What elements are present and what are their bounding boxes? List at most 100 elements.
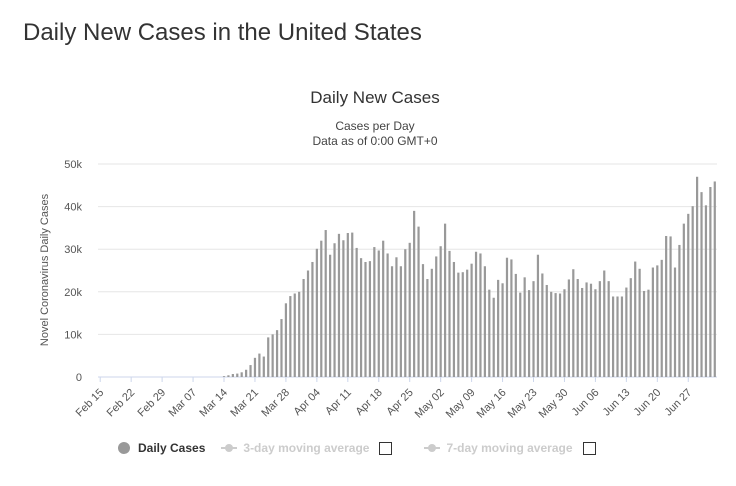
bar[interactable]	[651, 267, 654, 377]
bar[interactable]	[541, 273, 544, 377]
bar[interactable]	[492, 297, 495, 377]
bar[interactable]	[443, 223, 447, 377]
bar[interactable]	[527, 290, 531, 377]
bar[interactable]	[581, 287, 584, 377]
bar[interactable]	[421, 264, 425, 377]
bar[interactable]	[298, 291, 301, 377]
bar[interactable]	[408, 242, 411, 377]
legend-item-3-day-average[interactable]: 3-day moving average	[221, 441, 408, 455]
bar[interactable]	[430, 268, 433, 377]
bar[interactable]	[231, 374, 234, 377]
bar[interactable]	[461, 272, 464, 377]
bar[interactable]	[364, 261, 367, 377]
bar[interactable]	[497, 279, 500, 377]
bar[interactable]	[399, 266, 402, 377]
bar[interactable]	[713, 181, 716, 377]
bar[interactable]	[488, 289, 491, 377]
bar[interactable]	[466, 269, 469, 377]
bar[interactable]	[514, 273, 517, 377]
bar[interactable]	[704, 205, 708, 377]
bar[interactable]	[709, 187, 712, 377]
bar[interactable]	[625, 287, 628, 377]
bar[interactable]	[267, 337, 270, 377]
bar[interactable]	[311, 261, 314, 377]
bar[interactable]	[687, 213, 690, 377]
bar[interactable]	[572, 269, 575, 377]
bar[interactable]	[479, 253, 482, 377]
bar[interactable]	[315, 248, 318, 377]
bar[interactable]	[532, 281, 535, 377]
bar[interactable]	[337, 233, 341, 377]
bar[interactable]	[435, 256, 438, 377]
bar[interactable]	[470, 263, 473, 377]
bar[interactable]	[368, 261, 372, 377]
bar[interactable]	[629, 278, 632, 377]
bar[interactable]	[545, 284, 548, 377]
bar[interactable]	[382, 240, 385, 377]
bar[interactable]	[603, 270, 606, 378]
bar[interactable]	[342, 240, 345, 377]
bar[interactable]	[346, 233, 349, 377]
bar[interactable]	[271, 334, 274, 377]
bar[interactable]	[576, 279, 579, 377]
bar[interactable]	[550, 291, 553, 377]
bar[interactable]	[536, 254, 540, 377]
bar[interactable]	[284, 303, 288, 377]
bar[interactable]	[245, 369, 248, 377]
bar[interactable]	[258, 353, 261, 377]
bar[interactable]	[417, 226, 420, 377]
bar[interactable]	[355, 247, 358, 377]
legend-item-daily-cases[interactable]: Daily Cases	[118, 441, 205, 455]
bar[interactable]	[236, 373, 239, 377]
bar[interactable]	[696, 176, 699, 377]
bar[interactable]	[386, 253, 389, 377]
bar[interactable]	[333, 243, 336, 377]
bar[interactable]	[691, 206, 694, 377]
bar[interactable]	[390, 266, 394, 377]
bar[interactable]	[523, 277, 526, 377]
bar[interactable]	[474, 251, 478, 377]
bar[interactable]	[222, 376, 226, 377]
bar[interactable]	[426, 279, 429, 377]
bar[interactable]	[457, 272, 460, 377]
bar[interactable]	[483, 266, 486, 377]
bar[interactable]	[452, 261, 456, 377]
bar[interactable]	[616, 296, 619, 377]
bar[interactable]	[656, 265, 659, 377]
bar[interactable]	[567, 279, 570, 377]
bar[interactable]	[306, 270, 310, 378]
bar[interactable]	[377, 250, 380, 377]
bar[interactable]	[439, 246, 442, 377]
toggle-3-day-checkbox[interactable]	[379, 441, 393, 455]
bar[interactable]	[351, 232, 354, 377]
legend-item-7-day-average[interactable]: 7-day moving average	[424, 441, 611, 455]
bar[interactable]	[519, 292, 522, 377]
bar[interactable]	[505, 257, 509, 377]
bar[interactable]	[598, 281, 601, 377]
bar[interactable]	[678, 244, 681, 377]
bar[interactable]	[594, 289, 597, 377]
toggle-7-day-checkbox[interactable]	[582, 441, 596, 455]
bar[interactable]	[253, 357, 257, 377]
bar[interactable]	[563, 289, 566, 377]
bar[interactable]	[634, 261, 637, 377]
bar[interactable]	[554, 293, 557, 377]
bar[interactable]	[607, 281, 610, 377]
bar[interactable]	[324, 230, 327, 377]
bar[interactable]	[448, 250, 451, 377]
bar[interactable]	[302, 279, 305, 377]
bar[interactable]	[642, 290, 646, 377]
bar[interactable]	[611, 296, 615, 377]
bar[interactable]	[558, 293, 562, 378]
bar[interactable]	[665, 235, 668, 377]
bar[interactable]	[510, 259, 513, 377]
bar[interactable]	[240, 372, 243, 377]
bar[interactable]	[647, 289, 650, 377]
bar[interactable]	[501, 283, 504, 377]
bar[interactable]	[227, 375, 230, 377]
bar[interactable]	[700, 192, 703, 377]
bar[interactable]	[413, 210, 416, 377]
bar[interactable]	[673, 267, 677, 377]
bar[interactable]	[660, 259, 663, 377]
bar[interactable]	[669, 236, 672, 377]
